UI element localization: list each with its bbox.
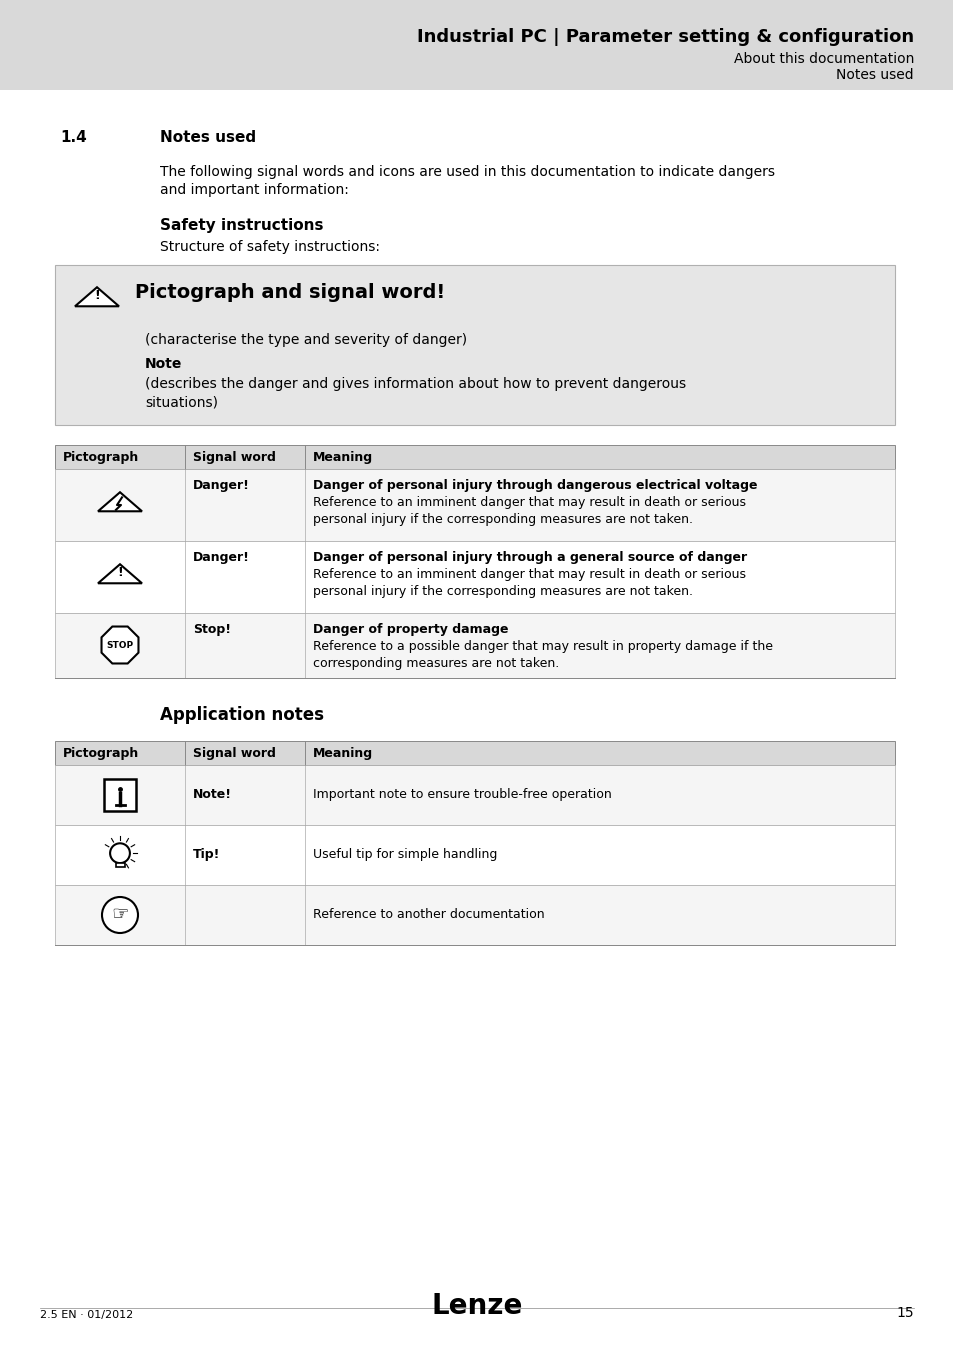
Text: ☞: ☞ bbox=[112, 906, 129, 925]
Text: Useful tip for simple handling: Useful tip for simple handling bbox=[313, 848, 497, 861]
Circle shape bbox=[110, 844, 130, 863]
Text: Danger!: Danger! bbox=[193, 479, 250, 491]
Text: Pictograph: Pictograph bbox=[63, 747, 139, 760]
FancyBboxPatch shape bbox=[115, 863, 125, 867]
Text: Note: Note bbox=[145, 356, 182, 371]
Text: Signal word: Signal word bbox=[193, 451, 275, 464]
Text: and important information:: and important information: bbox=[160, 184, 349, 197]
FancyBboxPatch shape bbox=[55, 741, 894, 765]
Text: Tip!: Tip! bbox=[193, 848, 220, 861]
FancyBboxPatch shape bbox=[55, 613, 894, 678]
Text: Stop!: Stop! bbox=[193, 622, 231, 636]
FancyBboxPatch shape bbox=[55, 446, 894, 468]
Text: Structure of safety instructions:: Structure of safety instructions: bbox=[160, 240, 379, 254]
Text: Reference to another documentation: Reference to another documentation bbox=[313, 909, 544, 921]
Text: Reference to an imminent danger that may result in death or serious: Reference to an imminent danger that may… bbox=[313, 568, 745, 580]
Text: Meaning: Meaning bbox=[313, 451, 373, 464]
Text: situations): situations) bbox=[145, 396, 218, 409]
Text: The following signal words and icons are used in this documentation to indicate : The following signal words and icons are… bbox=[160, 165, 774, 180]
Polygon shape bbox=[101, 626, 138, 663]
Text: Safety instructions: Safety instructions bbox=[160, 217, 323, 234]
FancyBboxPatch shape bbox=[55, 765, 894, 825]
Text: Danger of property damage: Danger of property damage bbox=[313, 622, 508, 636]
Text: Danger of personal injury through dangerous electrical voltage: Danger of personal injury through danger… bbox=[313, 479, 757, 491]
FancyBboxPatch shape bbox=[55, 886, 894, 945]
Text: Industrial PC | Parameter setting & configuration: Industrial PC | Parameter setting & conf… bbox=[416, 28, 913, 46]
Text: Notes used: Notes used bbox=[836, 68, 913, 82]
Text: 1.4: 1.4 bbox=[60, 130, 87, 144]
Text: corresponding measures are not taken.: corresponding measures are not taken. bbox=[313, 657, 558, 670]
Text: STOP: STOP bbox=[107, 640, 133, 649]
FancyBboxPatch shape bbox=[55, 825, 894, 886]
Text: Lenze: Lenze bbox=[431, 1292, 522, 1320]
Text: 2.5 EN · 01/2012: 2.5 EN · 01/2012 bbox=[40, 1310, 133, 1320]
Text: Danger!: Danger! bbox=[193, 551, 250, 564]
Text: !: ! bbox=[117, 566, 123, 579]
Text: Notes used: Notes used bbox=[160, 130, 255, 144]
Text: personal injury if the corresponding measures are not taken.: personal injury if the corresponding mea… bbox=[313, 585, 692, 598]
Text: Note!: Note! bbox=[193, 788, 232, 801]
Text: Danger of personal injury through a general source of danger: Danger of personal injury through a gene… bbox=[313, 551, 746, 564]
Text: (characterise the type and severity of danger): (characterise the type and severity of d… bbox=[145, 333, 467, 347]
Text: Application notes: Application notes bbox=[160, 706, 324, 724]
Text: Important note to ensure trouble-free operation: Important note to ensure trouble-free op… bbox=[313, 788, 611, 801]
Text: Reference to an imminent danger that may result in death or serious: Reference to an imminent danger that may… bbox=[313, 495, 745, 509]
FancyBboxPatch shape bbox=[55, 265, 894, 425]
Text: (describes the danger and gives information about how to prevent dangerous: (describes the danger and gives informat… bbox=[145, 377, 685, 392]
FancyBboxPatch shape bbox=[55, 541, 894, 613]
Text: 15: 15 bbox=[896, 1305, 913, 1320]
Polygon shape bbox=[98, 493, 142, 512]
Text: personal injury if the corresponding measures are not taken.: personal injury if the corresponding mea… bbox=[313, 513, 692, 526]
Text: Pictograph and signal word!: Pictograph and signal word! bbox=[135, 284, 445, 302]
FancyBboxPatch shape bbox=[55, 468, 894, 541]
Text: Signal word: Signal word bbox=[193, 747, 275, 760]
Polygon shape bbox=[75, 288, 119, 306]
Text: Meaning: Meaning bbox=[313, 747, 373, 760]
Circle shape bbox=[102, 896, 138, 933]
FancyBboxPatch shape bbox=[0, 0, 953, 90]
Text: Reference to a possible danger that may result in property damage if the: Reference to a possible danger that may … bbox=[313, 640, 772, 653]
FancyBboxPatch shape bbox=[104, 779, 136, 811]
Text: Pictograph: Pictograph bbox=[63, 451, 139, 464]
Text: About this documentation: About this documentation bbox=[733, 53, 913, 66]
Polygon shape bbox=[98, 564, 142, 583]
Text: !: ! bbox=[94, 289, 100, 302]
